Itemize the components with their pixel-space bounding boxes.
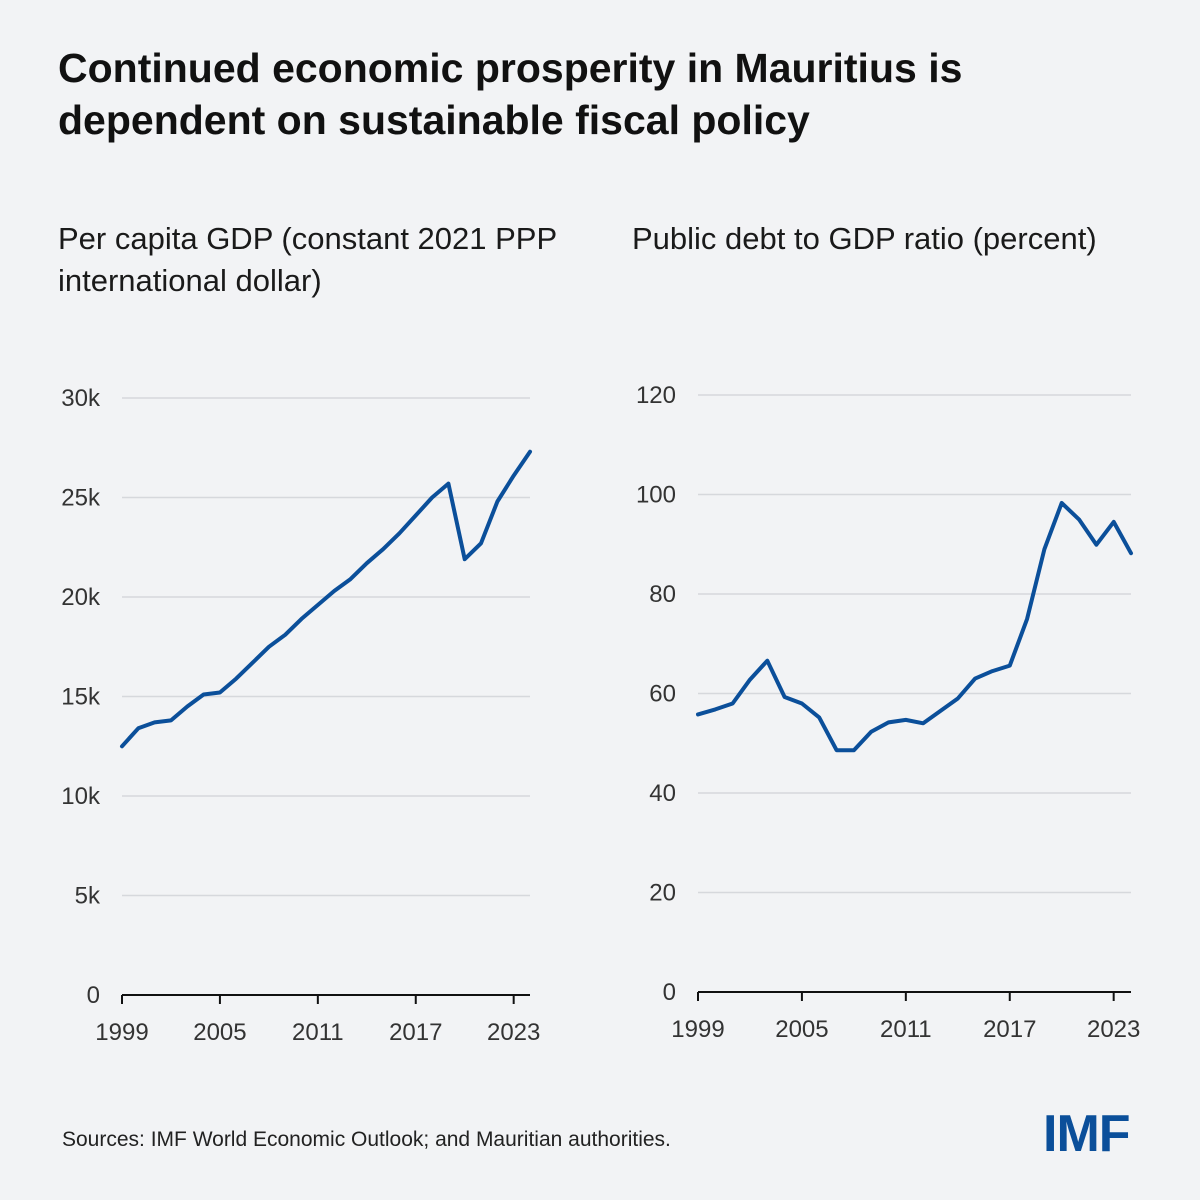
y-tick-label: 10k: [61, 783, 101, 810]
x-tick-label: 2011: [880, 1016, 932, 1043]
y-tick-label: 120: [636, 382, 676, 409]
y-tick-label: 20k: [61, 584, 101, 611]
x-tick-label: 2023: [1087, 1016, 1140, 1043]
y-tick-label: 5k: [75, 883, 101, 910]
gdp-chart: 0 5k 10k 15k 20k 25k 30k 1999 2005 2011 2017 2023: [61, 385, 540, 1046]
x-tick-label: 2023: [487, 1019, 540, 1046]
y-tick-label: 30k: [61, 385, 101, 412]
x-tick-label: 2005: [193, 1019, 246, 1046]
x-tick-label: 2011: [292, 1019, 344, 1046]
y-tick-label: 40: [649, 780, 676, 807]
y-tick-label: 25k: [61, 485, 101, 512]
y-tick-label: 15k: [61, 684, 101, 711]
series-line: [696, 501, 1133, 753]
y-tick-label: 0: [663, 979, 676, 1006]
debt-chart-subtitle: Public debt to GDP ratio (percent): [632, 221, 1097, 256]
y-tick-label: 100: [636, 482, 676, 509]
chart-title: Continued economic prosperity in Mauriti…: [58, 45, 963, 143]
y-tick-label: 60: [649, 681, 676, 708]
x-tick-label: 1999: [671, 1016, 724, 1043]
source-note: Sources: IMF World Economic Outlook; and…: [62, 1128, 671, 1151]
x-tick-label: 2017: [389, 1019, 442, 1046]
debt-chart: 0 20 40 60 80 100 120 1999 2005 2011 2017 2023: [636, 382, 1140, 1043]
x-tick-label: 2017: [983, 1016, 1036, 1043]
y-tick-label: 20: [649, 880, 676, 907]
y-tick-label: 0: [87, 982, 100, 1009]
x-tick-label: 2005: [775, 1016, 828, 1043]
y-tick-label: 80: [649, 581, 676, 608]
gdp-chart-subtitle: Per capita GDP (constant 2021 PPP intern…: [58, 221, 557, 298]
series-line: [120, 449, 532, 749]
x-tick-label: 1999: [95, 1019, 148, 1046]
imf-logo: IMF: [1043, 1105, 1131, 1163]
